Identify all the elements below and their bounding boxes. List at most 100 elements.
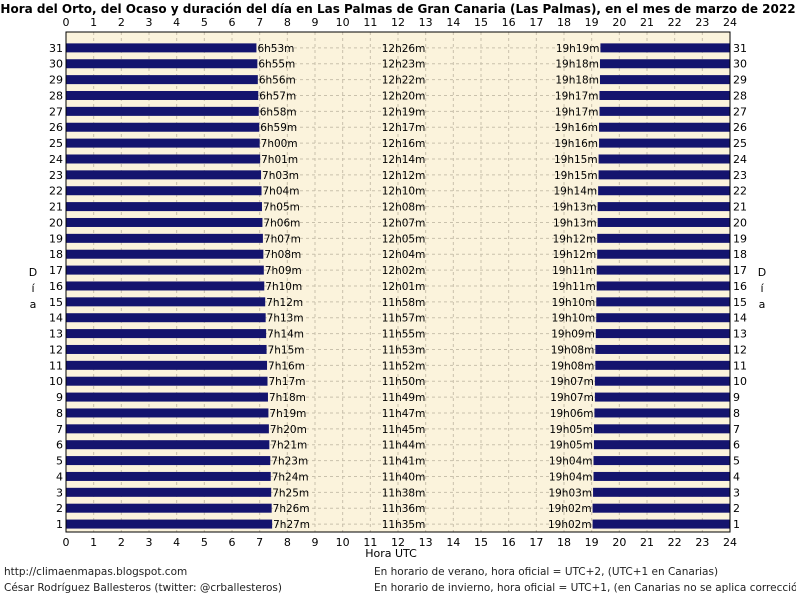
- footer-summer-note: En horario de verano, hora oficial = UTC…: [374, 566, 718, 578]
- y-tick-label-right: 23: [733, 169, 747, 182]
- plot-frame: [65, 31, 731, 533]
- x-tick-label-bottom: 19: [585, 536, 599, 549]
- y-axis-label-letter: í: [760, 282, 764, 295]
- daylength-label: 12h22m: [382, 75, 426, 87]
- y-tick-label-left: 21: [49, 201, 63, 214]
- sunrise-label: 7h19m: [269, 408, 306, 420]
- night-bar-evening: [596, 297, 730, 307]
- bars-group: [66, 43, 730, 529]
- y-tick-label-right: 4: [733, 470, 740, 483]
- y-axis-label-letter: a: [759, 298, 766, 311]
- sunrise-label: 6h57m: [259, 90, 296, 102]
- daylength-label: 12h16m: [382, 138, 426, 150]
- night-bar-morning: [66, 297, 266, 307]
- night-bar-evening: [597, 217, 730, 227]
- night-bar-morning: [66, 329, 267, 339]
- sunset-label: 19h04m: [549, 456, 593, 468]
- x-tick-label-bottom: 14: [446, 536, 460, 549]
- y-axis-label-left: Día: [29, 266, 37, 311]
- sunrise-label: 7h10m: [265, 281, 302, 293]
- sunrise-label: 7h18m: [269, 392, 306, 404]
- night-bar-evening: [599, 59, 730, 69]
- sunset-label: 19h15m: [554, 154, 598, 166]
- x-tick-label-top: 11: [363, 16, 377, 29]
- y-tick-label-left: 10: [49, 375, 63, 388]
- x-tick-label-bottom: 21: [640, 536, 654, 549]
- x-tick-label-bottom: 23: [695, 536, 709, 549]
- sunset-label: 19h14m: [554, 186, 598, 198]
- sunset-label: 19h08m: [551, 344, 595, 356]
- daylength-label: 11h53m: [382, 344, 426, 356]
- x-tick-label-top: 18: [557, 16, 571, 29]
- y-tick-label-right: 29: [733, 74, 747, 87]
- sunrise-label: 7h16m: [268, 360, 305, 372]
- y-tick-labels-left: 1234567891011121314151617181920212223242…: [49, 42, 63, 531]
- y-tick-label-right: 13: [733, 328, 747, 341]
- y-tick-label-right: 17: [733, 264, 747, 277]
- y-tick-label-right: 11: [733, 359, 747, 372]
- night-bar-morning: [66, 90, 259, 100]
- y-tick-label-right: 21: [733, 201, 747, 214]
- sunrise-label: 6h58m: [260, 106, 297, 118]
- y-tick-label-left: 9: [56, 391, 63, 404]
- y-tick-label-right: 12: [733, 343, 747, 356]
- x-tick-label-top: 7: [256, 16, 263, 29]
- x-tick-label-bottom: 7: [256, 536, 263, 549]
- y-tick-label-right: 27: [733, 105, 747, 118]
- x-tick-label-bottom: 18: [557, 536, 571, 549]
- daylength-label: 11h47m: [382, 408, 426, 420]
- daylength-label: 11h38m: [382, 487, 426, 499]
- daylength-label: 12h17m: [382, 122, 426, 134]
- daylength-label: 12h23m: [382, 59, 426, 71]
- night-bar-morning: [66, 75, 258, 85]
- y-tick-label-left: 12: [49, 343, 63, 356]
- sunset-label: 19h15m: [554, 170, 598, 182]
- night-bar-morning: [66, 440, 270, 450]
- sunset-label: 19h18m: [555, 59, 599, 71]
- y-tick-label-right: 31: [733, 42, 747, 55]
- y-tick-label-right: 10: [733, 375, 747, 388]
- daylength-label: 11h58m: [382, 297, 426, 309]
- night-bar-morning: [66, 503, 272, 513]
- sunset-label: 19h17m: [555, 106, 599, 118]
- daylength-label: 11h41m: [382, 456, 426, 468]
- sunrise-label: 7h05m: [263, 202, 300, 214]
- x-tick-label-top: 19: [585, 16, 599, 29]
- night-bar-evening: [593, 487, 730, 497]
- daylength-label: 11h45m: [382, 424, 426, 436]
- y-axis-label-letter: í: [31, 282, 35, 295]
- sunrise-label: 6h59m: [260, 122, 297, 134]
- night-bar-evening: [593, 424, 730, 434]
- x-tick-label-bottom: 16: [502, 536, 516, 549]
- x-tick-label-top: 22: [668, 16, 682, 29]
- sunrise-label: 6h56m: [259, 75, 296, 87]
- x-tick-label-top: 15: [474, 16, 488, 29]
- sunset-label: 19h05m: [549, 424, 593, 436]
- y-tick-label-left: 13: [49, 328, 63, 341]
- footer-author: César Rodríguez Ballesteros (twitter: @c…: [4, 582, 282, 594]
- daylength-label: 12h19m: [382, 106, 426, 118]
- sunset-label: 19h13m: [553, 217, 597, 229]
- night-bar-morning: [66, 424, 269, 434]
- daylength-label: 12h04m: [382, 249, 426, 261]
- night-bar-evening: [596, 265, 730, 275]
- sunset-label: 19h10m: [552, 297, 596, 309]
- sunrise-label: 7h08m: [264, 249, 301, 261]
- sunrise-label: 7h06m: [263, 217, 300, 229]
- y-tick-label-right: 24: [733, 153, 747, 166]
- y-tick-label-right: 2: [733, 502, 740, 515]
- y-axis-label-letter: D: [758, 266, 766, 279]
- footer-url: http://climaenmapas.blogspot.com: [4, 566, 187, 578]
- y-tick-label-left: 18: [49, 248, 63, 261]
- y-axis-label-right: Día: [758, 266, 766, 311]
- sunrise-label: 7h24m: [272, 471, 309, 483]
- y-tick-label-right: 19: [733, 232, 747, 245]
- sunrise-label: 7h01m: [261, 154, 298, 166]
- x-tick-label-bottom: 15: [474, 536, 488, 549]
- sunset-label: 19h07m: [550, 376, 594, 388]
- x-tick-label-top: 2: [118, 16, 125, 29]
- y-tick-label-right: 26: [733, 121, 747, 134]
- daylength-label: 11h50m: [382, 376, 426, 388]
- night-bar-evening: [595, 344, 730, 354]
- daylength-label: 11h55m: [382, 329, 426, 341]
